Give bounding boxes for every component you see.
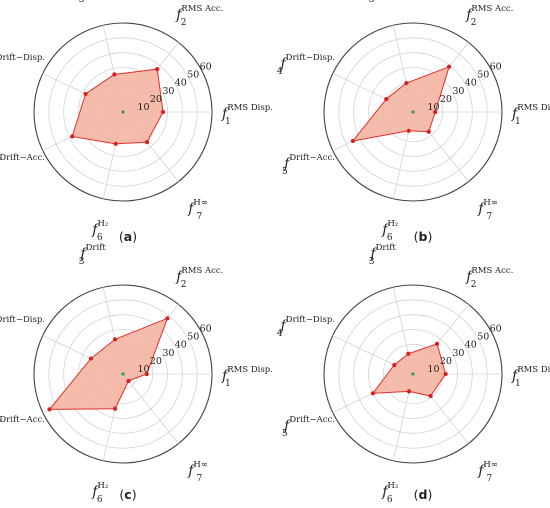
data-point (112, 406, 118, 411)
radial-tick-label: 50 (187, 70, 199, 81)
data-point (370, 391, 376, 396)
panel-label: (c) (119, 487, 136, 502)
radial-tick-label: 60 (490, 324, 502, 335)
data-point (70, 134, 75, 139)
radial-tick-label: 20 (440, 356, 452, 367)
axis-label: fH₂ 6 (381, 219, 398, 243)
panel-label: (a) (119, 229, 137, 244)
radial-tick-label: 20 (150, 356, 162, 367)
axis-label: fDrift−Acc.5 (0, 153, 45, 177)
axis-label: fDrift−Disp.4 (277, 53, 335, 77)
axis-label: fRMS Acc. 2 (465, 4, 513, 28)
radial-tick-label: 10 (427, 364, 439, 375)
data-point (392, 362, 397, 368)
axis-label: fDrift−Disp.4 (0, 315, 45, 339)
data-polygon (71, 68, 164, 145)
data-point (426, 129, 431, 134)
panel-label: (b) (414, 229, 433, 244)
data-point (434, 341, 440, 346)
axis-label: fDrift−Acc.5 (282, 415, 335, 439)
radial-tick-label: 10 (137, 364, 149, 375)
data-point (406, 128, 411, 133)
data-polygon (351, 65, 450, 142)
axis-label: fH₂ 6 (381, 481, 398, 505)
data-point (83, 91, 88, 97)
radial-tick-label: 30 (452, 348, 464, 359)
data-point (165, 316, 170, 321)
data-point (428, 393, 433, 399)
radial-tick-label: 40 (465, 340, 477, 351)
axis-label: fDrift−Disp.4 (0, 53, 45, 77)
axis-label: fH∞ 7 (187, 198, 208, 222)
axis-label: fRMS Disp.1 (511, 103, 550, 127)
data-point (404, 80, 409, 86)
radial-tick-label: 10 (427, 102, 439, 113)
axis-label: fRMS Disp.1 (221, 103, 273, 127)
radial-tick-label: 30 (452, 86, 464, 97)
radial-tick-label: 60 (490, 62, 502, 73)
radial-tick-label: 40 (465, 78, 477, 89)
axis-label: fH∞ 7 (477, 460, 498, 484)
data-point (160, 109, 166, 115)
radial-tick-label: 40 (175, 340, 187, 351)
axis-label: fDrift−Acc.5 (282, 153, 335, 177)
data-point (155, 66, 160, 72)
data-point (112, 337, 118, 342)
axis-label: fRMS Acc. 2 (175, 4, 223, 28)
data-point (384, 97, 389, 102)
radial-tick-label: 30 (162, 86, 174, 97)
data-point (144, 140, 150, 145)
data-point (126, 378, 131, 384)
axis-spoke (122, 373, 179, 444)
axis-label: fDrift−Acc.5 (0, 415, 45, 439)
data-point (433, 109, 438, 115)
radial-tick-label: 50 (187, 332, 199, 343)
center-marker (121, 110, 125, 114)
axis-label: fDrift−Disp.4 (277, 315, 335, 339)
axis-label: fH∞ 7 (187, 460, 208, 484)
radial-tick-label: 40 (175, 78, 187, 89)
data-point (350, 138, 355, 144)
data-polygon (371, 343, 447, 397)
data-point (144, 371, 149, 377)
data-point (446, 64, 452, 69)
data-point (406, 389, 412, 394)
axis-label: fRMS Acc. 2 (465, 266, 513, 290)
radial-tick-label: 50 (477, 332, 489, 343)
data-point (113, 141, 118, 146)
axis-label: fH₂ 6 (91, 219, 108, 243)
center-marker (411, 110, 415, 114)
radial-tick-label: 60 (200, 62, 212, 73)
radial-tick-label: 30 (162, 348, 174, 359)
axis-label: fH∞ 7 (477, 198, 498, 222)
data-point (406, 351, 411, 356)
data-point (443, 371, 448, 377)
radial-tick-label: 60 (200, 324, 212, 335)
center-marker (121, 372, 125, 376)
axis-label: fRMS Disp.1 (221, 365, 273, 389)
axis-label: fRMS Disp.1 (511, 365, 550, 389)
data-point (88, 356, 94, 361)
radial-tick-label: 50 (477, 70, 489, 81)
radial-tick-label: 20 (440, 94, 452, 105)
data-point (47, 407, 52, 412)
axis-label: fH₂ 6 (91, 481, 108, 505)
radial-tick-label: 10 (137, 102, 149, 113)
radial-tick-label: 20 (150, 94, 162, 105)
data-point (112, 72, 117, 77)
center-marker (411, 372, 415, 376)
panel-label: (d) (414, 487, 433, 502)
axis-label: fRMS Acc. 2 (175, 266, 223, 290)
data-polygon (48, 317, 169, 410)
